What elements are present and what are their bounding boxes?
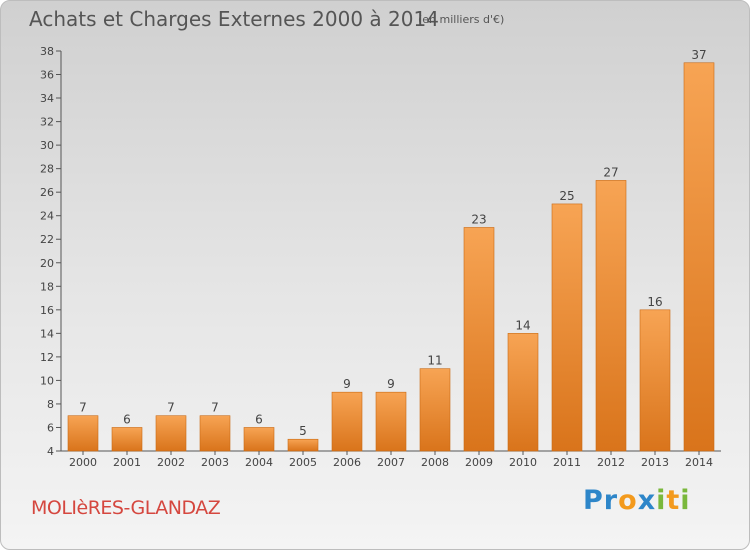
bar	[639, 309, 671, 452]
y-tick-label: 20	[40, 257, 54, 270]
x-tick-label: 2002	[157, 456, 185, 469]
data-label: 7	[79, 401, 87, 415]
data-label: 16	[647, 295, 662, 309]
y-tick-label: 14	[40, 327, 54, 340]
data-label: 5	[299, 424, 307, 438]
x-tick-label: 2000	[69, 456, 97, 469]
x-tick-label: 2010	[509, 456, 537, 469]
x-tick-label: 2014	[685, 456, 713, 469]
y-tick-label: 18	[40, 280, 54, 293]
x-tick-label: 2007	[377, 456, 405, 469]
x-tick-label: 2012	[597, 456, 625, 469]
data-label: 9	[387, 377, 395, 391]
logo-letter: t	[666, 485, 681, 516]
x-tick-label: 2006	[333, 456, 361, 469]
y-tick-label: 4	[47, 445, 54, 458]
data-label: 23	[471, 212, 486, 226]
y-tick-label: 36	[40, 69, 54, 82]
x-tick-label: 2005	[289, 456, 317, 469]
bar	[683, 62, 715, 452]
y-tick-label: 16	[40, 304, 54, 317]
logo-letter: i	[680, 485, 691, 516]
bar	[243, 427, 275, 452]
bar	[551, 203, 583, 452]
y-tick-label: 24	[40, 210, 54, 223]
bar	[111, 427, 143, 452]
bar	[375, 391, 407, 452]
commune-name: MOLIèRES-GLANDAZ	[31, 497, 221, 519]
chart-title: Achats et Charges Externes 2000 à 2014	[29, 7, 439, 31]
logo-letter: P	[583, 485, 604, 516]
y-tick-label: 34	[40, 92, 54, 105]
data-label: 7	[167, 401, 175, 415]
y-tick-label: 32	[40, 116, 54, 129]
y-tick-label: 8	[47, 398, 54, 411]
data-label: 6	[123, 412, 131, 426]
x-tick-label: 2013	[641, 456, 669, 469]
y-tick-label: 6	[47, 421, 54, 434]
bar	[287, 438, 319, 452]
y-tick-label: 30	[40, 139, 54, 152]
y-tick-label: 10	[40, 374, 54, 387]
x-tick-label: 2001	[113, 456, 141, 469]
bar	[67, 415, 99, 452]
bar	[507, 333, 539, 452]
data-label: 25	[559, 189, 574, 203]
bar	[419, 368, 451, 452]
bar	[155, 415, 187, 452]
data-label: 9	[343, 377, 351, 391]
x-tick-label: 2004	[245, 456, 273, 469]
bar	[199, 415, 231, 452]
bar	[463, 227, 495, 452]
data-label: 6	[255, 412, 263, 426]
x-tick-label: 2003	[201, 456, 229, 469]
data-label: 27	[603, 165, 618, 179]
bar	[595, 180, 627, 452]
logo-letter: o	[618, 485, 638, 516]
chart-subtitle: (en milliers d'€)	[418, 13, 505, 26]
bar	[331, 391, 363, 452]
data-label: 14	[515, 318, 530, 332]
y-tick-label: 12	[40, 351, 54, 364]
x-tick-label: 2008	[421, 456, 449, 469]
proxiti-logo: Proxiti	[583, 485, 691, 516]
x-tick-label: 2009	[465, 456, 493, 469]
logo-letter: x	[637, 485, 657, 516]
data-label: 11	[427, 354, 442, 368]
y-tick-label: 38	[40, 45, 54, 58]
data-label: 7	[211, 401, 219, 415]
y-tick-label: 22	[40, 233, 54, 246]
logo-letter: r	[603, 485, 619, 516]
x-tick-label: 2011	[553, 456, 581, 469]
data-label: 37	[691, 48, 706, 62]
y-tick-label: 26	[40, 186, 54, 199]
logo-letter: i	[656, 485, 667, 516]
y-tick-label: 28	[40, 163, 54, 176]
